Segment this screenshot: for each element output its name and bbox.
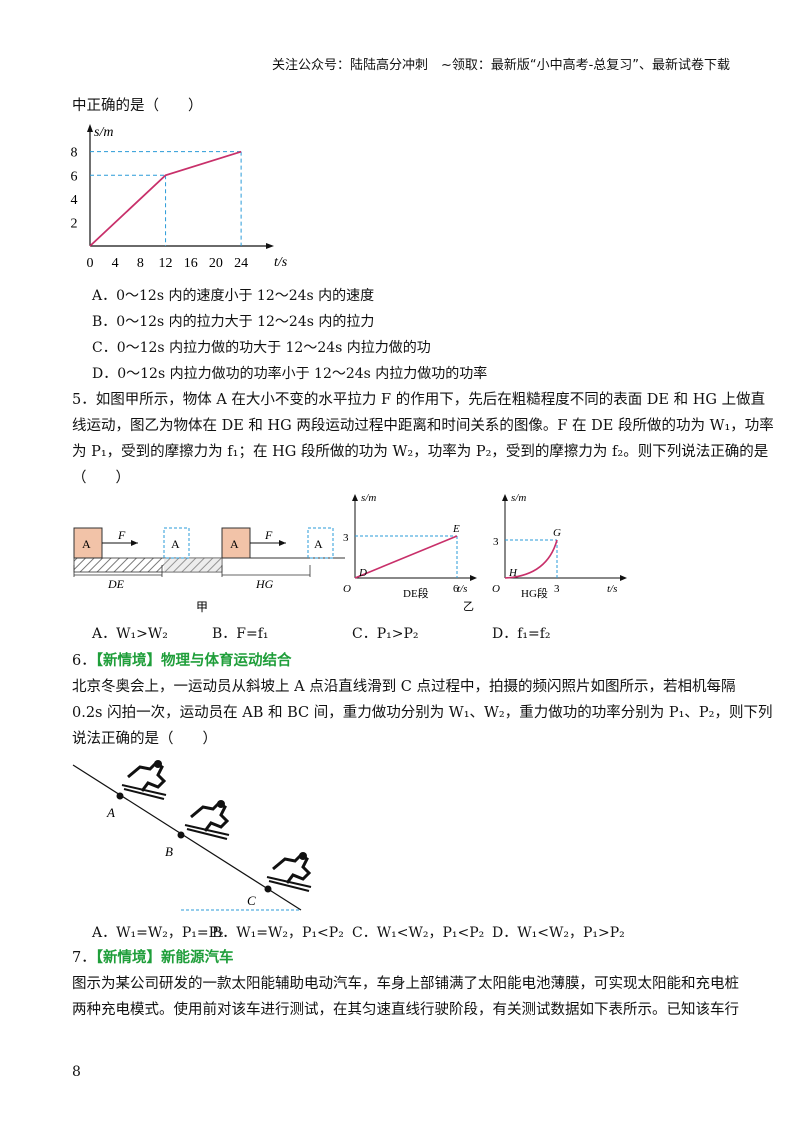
svg-text:3: 3 — [343, 532, 349, 544]
y-axis-arrow — [87, 124, 93, 132]
svg-text:乙: 乙 — [463, 600, 474, 613]
point-b-dot — [177, 831, 185, 839]
svg-text:O: O — [343, 583, 351, 595]
q6-heading: 6．【新情境】物理与体育运动结合 — [72, 651, 291, 671]
svg-text:6: 6 — [453, 583, 459, 595]
page-header: 关注公众号：陆陆高分冲刺 ~领取：最新版“小中高考-总复习”、最新试卷下载 — [271, 58, 730, 73]
svg-text:B: B — [165, 844, 173, 859]
svg-text:HG段: HG段 — [521, 586, 548, 600]
q5-option-c[interactable]: C．P₁>P₂ — [352, 626, 419, 642]
q4-option-a[interactable]: A．0～12s 内的速度小于 12～24s 内的速度 — [92, 288, 375, 304]
q6-line-3: 说法正确的是（ ） — [72, 731, 217, 747]
y-tick-label: 4 — [71, 193, 78, 208]
q7-line-2: 两种充电模式。使用前对该车进行测试，在其匀速直线行驶阶段，有关测试数据如下表所示… — [72, 1002, 739, 1018]
skier-c — [266, 852, 312, 892]
x-tick-label: 0 — [87, 256, 94, 271]
q6-option-c[interactable]: C．W₁<W₂，P₁<P₂ — [352, 925, 485, 941]
x-tick-label: 4 — [112, 256, 119, 271]
block-a-hg-start — [221, 527, 251, 559]
y-tick-label: 6 — [71, 169, 78, 184]
svg-text:s/m: s/m — [361, 492, 376, 504]
svg-text:DE: DE — [107, 577, 125, 591]
skier-b — [184, 800, 230, 840]
q6-number: 6． — [72, 653, 96, 669]
block-a-start — [73, 527, 103, 559]
q7-heading: 7．【新情境】新能源汽车 — [72, 948, 233, 968]
svg-text:A: A — [82, 537, 91, 551]
svg-text:HG: HG — [255, 577, 274, 591]
hg-curve — [504, 539, 558, 579]
svg-text:F: F — [264, 528, 273, 542]
svg-text:A: A — [106, 805, 115, 820]
y-tick-label: 2 — [71, 216, 78, 231]
q6-option-b[interactable]: B．W₁=W₂，P₁<P₂ — [212, 925, 344, 941]
q5-option-a[interactable]: A．W₁>W₂ — [92, 626, 168, 642]
svg-text:O: O — [492, 583, 500, 595]
svg-text:D: D — [358, 567, 367, 579]
q5-option-b[interactable]: B．F=f₁ — [212, 626, 269, 642]
q5-line-4: （ ） — [72, 470, 130, 486]
svg-text:t/s: t/s — [457, 583, 467, 595]
svg-text:F: F — [117, 528, 126, 542]
svg-text:s/m: s/m — [511, 492, 526, 504]
x-tick-label: 20 — [209, 256, 223, 271]
svg-text:G: G — [553, 527, 561, 539]
svg-text:E: E — [452, 523, 460, 535]
x-axis-label: t/s — [274, 255, 288, 270]
q5-line-2: 线运动，图乙为物体在 DE 和 HG 两段运动过程中距离和时间关系的图像。F 在… — [72, 418, 774, 434]
q7-line-1: 图示为某公司研发的一款太阳能辅助电动汽车，车身上部铺满了太阳能电池薄膜，可实现太… — [72, 976, 739, 992]
q5-figure-yi: s/m t/s 3 6 O D E DE段 乙 s/m t/s 3 3 O H … — [343, 492, 627, 613]
q5-line-3: 为 P₁，受到的摩擦力为 f₁；在 HG 段所做的功为 W₂，功率为 P₂，受到… — [72, 444, 769, 460]
x-tick-label: 24 — [234, 256, 248, 271]
svg-text:t/s: t/s — [607, 583, 617, 595]
slope-line — [72, 764, 302, 911]
q4-option-d[interactable]: D．0～12s 内拉力做功的功率小于 12～24s 内拉力做功的功率 — [92, 366, 488, 382]
q5-option-d[interactable]: D．f₁=f₂ — [492, 626, 551, 642]
svg-text:DE段: DE段 — [403, 586, 429, 600]
y-axis-label: s/m — [94, 125, 113, 140]
q6-option-d[interactable]: D．W₁<W₂，P₁>P₂ — [492, 925, 625, 941]
q4-option-b[interactable]: B．0～12s 内的拉力大于 12～24s 内的拉力 — [92, 314, 375, 330]
x-axis-arrow — [266, 243, 274, 249]
svg-text:3: 3 — [493, 536, 499, 548]
page-number: 8 — [72, 1064, 81, 1080]
series-line — [89, 150, 242, 247]
q5-figure-jia: A F A A F A DE HG 甲 — [73, 527, 345, 614]
svg-text:A: A — [314, 537, 323, 551]
q6-line-2: 0.2s 闪拍一次，运动员在 AB 和 BC 间，重力做功分别为 W₁、W₂，重… — [72, 705, 773, 721]
x-tick-label: 12 — [159, 256, 173, 271]
q4-stem-tail: 中正确的是（ ） — [72, 98, 203, 114]
point-a-dot — [116, 792, 124, 800]
q6-line-1: 北京冬奥会上，一运动员从斜坡上 A 点沿直线滑到 C 点过程中，拍摄的频闪照片如… — [72, 679, 736, 695]
point-c-dot — [264, 885, 272, 893]
q6-option-a[interactable]: A．W₁=W₂，P₁=P₂ — [92, 925, 224, 941]
q5-line-1: 5．如图甲所示，物体 A 在大小不变的水平拉力 F 的作用下，先后在粗糙程度不同… — [72, 392, 766, 408]
block-a-hg-end-dashed — [307, 527, 334, 559]
q7-number: 7． — [72, 950, 96, 966]
block-a-end-dashed — [163, 527, 190, 559]
svg-text:C: C — [247, 893, 256, 908]
svg-text:A: A — [171, 537, 180, 551]
q7-tag: 【新情境】新能源汽车 — [95, 950, 234, 966]
skier-a — [121, 760, 167, 800]
svg-text:H: H — [508, 567, 518, 579]
q6-slope-figure: A B C — [72, 760, 312, 911]
q6-tag: 【新情境】物理与体育运动结合 — [95, 653, 292, 669]
de-line — [354, 535, 458, 579]
x-tick-label: 16 — [184, 256, 198, 271]
x-tick-label: 8 — [137, 256, 144, 271]
svg-text:3: 3 — [554, 583, 560, 595]
y-tick-label: 8 — [71, 146, 78, 161]
svg-text:甲: 甲 — [196, 600, 208, 614]
svg-text:A: A — [230, 537, 239, 551]
q4-option-c[interactable]: C．0～12s 内拉力做的功大于 12～24s 内拉力做的功 — [92, 340, 431, 356]
